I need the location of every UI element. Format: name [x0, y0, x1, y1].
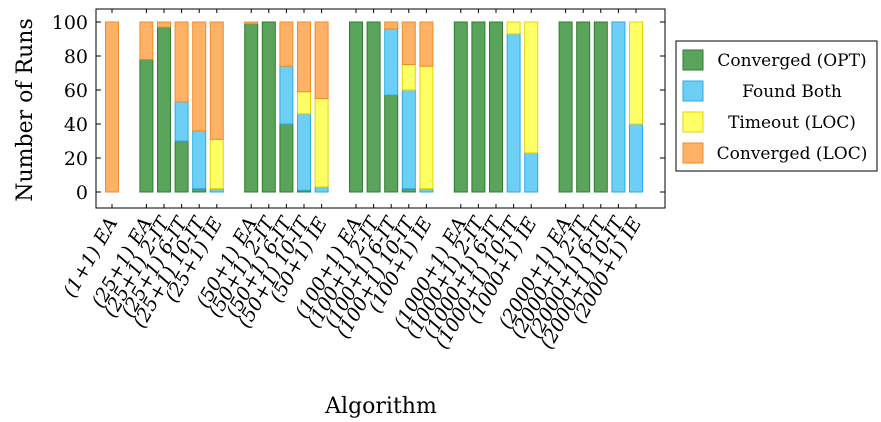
bar-segment-found-both	[629, 123, 643, 193]
bar-segment-converged-loc	[174, 21, 189, 103]
bar-segment-converged-opt	[349, 21, 363, 193]
bar-segment-found-both	[297, 113, 311, 191]
bar-segment-converged-opt	[489, 21, 503, 193]
legend-swatch	[682, 142, 704, 164]
bar-segment-timeout-loc	[506, 21, 521, 35]
bar-segment-converged-opt	[174, 140, 189, 193]
legend-entry: Found Both	[742, 82, 842, 102]
y-tick-label: 100	[52, 12, 88, 34]
bar-segment-found-both	[419, 188, 434, 193]
y-tick-label: 0	[76, 182, 88, 204]
plot-frame	[95, 8, 666, 209]
bar-segment-converged-opt	[244, 23, 259, 193]
bar-segment-timeout-loc	[419, 65, 434, 190]
bar-segment-converged-opt	[139, 58, 154, 193]
legend-box	[675, 40, 878, 172]
bar-segment-found-both	[401, 89, 416, 190]
bar-segment-converged-opt	[471, 21, 486, 193]
bar-segment-converged-loc	[105, 21, 119, 193]
legend-entry: Timeout (LOC)	[728, 113, 856, 133]
bar-segment-converged-loc	[157, 21, 171, 28]
bar-segment-converged-opt	[157, 26, 171, 193]
y-tick-label: 20	[64, 148, 88, 170]
bar-segment-found-both	[192, 130, 207, 190]
bar-segment-timeout-loc	[209, 138, 224, 190]
bar-segment-converged-opt	[384, 94, 399, 193]
bar-segment-converged-loc	[244, 21, 259, 25]
bar-segment-converged-opt	[279, 123, 294, 193]
bar-segment-converged-opt	[576, 21, 591, 193]
bar-segment-converged-opt	[593, 21, 608, 193]
legend-entry: Converged (LOC)	[717, 144, 868, 164]
bars	[105, 21, 643, 193]
bar-segment-converged-loc	[384, 21, 399, 30]
bar-segment-converged-opt	[192, 188, 207, 193]
bar-segment-found-both	[279, 65, 294, 125]
bar-segment-timeout-loc	[314, 98, 329, 188]
bar-segment-converged-loc	[297, 21, 311, 93]
bar-segment-converged-loc	[139, 21, 154, 60]
bar-segment-timeout-loc	[629, 21, 643, 125]
bar-segment-found-both	[174, 101, 189, 142]
y-tick-label: 80	[64, 46, 88, 68]
legend-swatch	[682, 111, 704, 133]
bar-segment-converged-loc	[401, 21, 416, 65]
y-axis-title: Number of Runs	[13, 18, 38, 201]
bar-segment-converged-opt	[261, 21, 276, 193]
bar-segment-found-both	[524, 152, 539, 193]
legend-entry: Converged (OPT)	[717, 51, 866, 71]
bar-segment-found-both	[384, 28, 399, 96]
x-axis-title: Algorithm	[324, 394, 437, 419]
legend-swatch	[682, 80, 704, 102]
bar-segment-timeout-loc	[401, 64, 416, 91]
y-tick-label: 40	[64, 114, 88, 136]
bar-segment-timeout-loc	[297, 91, 311, 115]
bar-segment-converged-loc	[192, 21, 207, 132]
bar-segment-converged-loc	[209, 21, 224, 140]
bar-segment-found-both	[611, 21, 626, 193]
bar-segment-found-both	[209, 188, 224, 193]
y-tick-label: 60	[64, 80, 88, 102]
bar-segment-found-both	[506, 33, 521, 193]
bar-segment-converged-loc	[419, 21, 434, 67]
legend-swatch	[682, 49, 704, 71]
bar-segment-converged-loc	[314, 21, 329, 99]
legend: Converged (OPT) Found Both Timeout (LOC) Co…	[675, 40, 878, 172]
plot-area	[95, 8, 666, 209]
bar-segment-converged-opt	[401, 188, 416, 193]
bar-segment-timeout-loc	[524, 21, 539, 154]
bar-segment-found-both	[314, 186, 329, 193]
bar-segment-converged-loc	[279, 21, 294, 67]
bar-segment-converged-opt	[366, 21, 381, 193]
bar-segment-converged-opt	[453, 21, 468, 193]
bar-segment-converged-opt	[558, 21, 573, 193]
